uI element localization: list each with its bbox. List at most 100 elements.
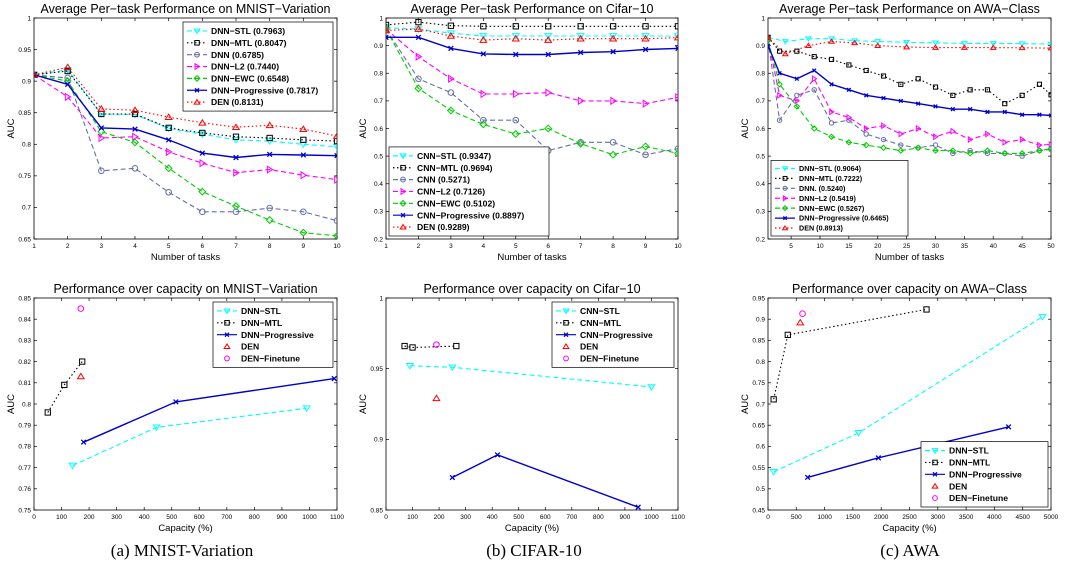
legend-marker xyxy=(563,332,569,338)
legend-marker xyxy=(399,223,407,230)
x-tick-label: 3500 xyxy=(959,514,974,521)
series-3-point xyxy=(165,188,172,196)
x-tick-label: 0 xyxy=(32,514,36,521)
legend-box xyxy=(182,21,334,112)
series-6-point xyxy=(64,81,71,88)
series-3-point xyxy=(642,151,649,159)
series-3-point xyxy=(333,217,337,224)
series-5-point xyxy=(77,305,85,312)
legend-label: DNN−Progressive xyxy=(949,469,1022,479)
series-7-point xyxy=(1047,44,1051,51)
legend-marker xyxy=(194,51,200,58)
series-2-point xyxy=(1002,101,1008,107)
legend-label: DEN−Finetune xyxy=(580,354,639,364)
series-2-point xyxy=(932,84,939,90)
y-axis-label: AUC xyxy=(6,394,17,414)
series-3-point xyxy=(447,89,455,96)
series-4-point xyxy=(898,130,905,138)
series-3-point xyxy=(415,75,422,83)
series-1-point xyxy=(804,36,812,43)
x-tick-label: 20 xyxy=(874,243,882,250)
series-4-point xyxy=(829,108,835,116)
legend-label: DEN xyxy=(949,481,967,491)
y-axis-label: AUC xyxy=(740,394,751,414)
series-7-point xyxy=(299,125,308,132)
series-2-point xyxy=(846,62,852,68)
legend-marker xyxy=(562,308,570,315)
x-tick-label: 40 xyxy=(990,243,998,250)
series-7-point xyxy=(414,25,423,32)
series-5-point xyxy=(828,133,835,141)
series-4-point xyxy=(545,88,553,97)
series-2-point xyxy=(784,331,791,339)
series-1-point xyxy=(1038,313,1047,321)
series-6-point xyxy=(233,154,239,161)
series-4-point xyxy=(1037,141,1043,149)
series-6-point xyxy=(334,152,337,159)
series-4-point xyxy=(98,133,106,143)
x-tick-label: 100 xyxy=(56,514,67,521)
series-1-point xyxy=(828,36,836,43)
series-1-point xyxy=(332,144,337,151)
y-axis-label: AUC xyxy=(358,118,369,138)
series-3-point xyxy=(880,136,887,143)
series-7-point xyxy=(479,36,488,43)
series-5-point xyxy=(949,147,957,154)
series-6-point xyxy=(34,72,37,78)
x-axis-label: Number of tasks xyxy=(497,252,566,263)
series-3-line xyxy=(34,74,337,222)
series-7-point xyxy=(63,63,72,71)
legend-marker xyxy=(400,212,406,218)
legend-label: DNN−MTL (0.7222) xyxy=(799,174,863,183)
series-6-point xyxy=(881,95,886,101)
y-tick-label: 0.9 xyxy=(756,43,765,50)
series-4-point xyxy=(448,74,455,83)
chart-title: Performance over capacity on AWA−Class xyxy=(792,282,1027,296)
y-axis-label: AUC xyxy=(6,118,17,138)
x-tick-label: 4000 xyxy=(987,514,1002,521)
legend: DNN−STL DNN−MTL DNN−Progressive DEN DEN−Fine… xyxy=(212,301,334,368)
series-1-point xyxy=(405,363,415,370)
series-1-line xyxy=(768,36,1051,45)
series-2-point xyxy=(967,87,973,93)
series-1-point xyxy=(769,469,778,476)
y-tick-label: 0.65 xyxy=(18,236,31,243)
series-5-point xyxy=(609,150,618,159)
series-7-point xyxy=(386,26,391,34)
series-3-point xyxy=(984,150,991,157)
series-5-point xyxy=(433,341,440,348)
legend-label: CNN−Progressive (0.8897) xyxy=(417,210,524,220)
y-tick-label: 0.8 xyxy=(374,71,383,78)
series-5-point xyxy=(880,144,887,152)
series-7-point xyxy=(851,39,859,46)
y-tick-label: 0.7 xyxy=(374,98,383,105)
series-7-point xyxy=(164,113,173,120)
y-tick-label: 0.65 xyxy=(752,423,765,430)
y-tick-label: 0.75 xyxy=(18,507,31,514)
series-6-point xyxy=(950,106,956,112)
series-3-point xyxy=(449,474,456,481)
series-1-point xyxy=(854,430,863,437)
series-5-point xyxy=(799,310,806,317)
series-6-point xyxy=(846,87,852,93)
series-3-point xyxy=(967,147,973,154)
series-4-point xyxy=(950,127,957,135)
x-tick-label: 10 xyxy=(816,243,824,250)
series-1-point xyxy=(446,30,456,38)
series-7-point xyxy=(446,32,456,39)
legend-label: DNN−EWC (0.6548) xyxy=(211,74,289,84)
series-1-point xyxy=(903,39,911,46)
series-5-point xyxy=(164,164,173,173)
legend-label: DNN−MTL xyxy=(241,318,282,328)
series-1-point xyxy=(511,33,520,40)
series-4-point xyxy=(1019,136,1026,144)
series-4-point xyxy=(64,92,72,102)
series-6-point xyxy=(98,125,105,131)
series-4-point xyxy=(165,147,173,157)
series-4-point xyxy=(915,124,922,133)
series-7-point xyxy=(231,123,241,131)
x-tick-label: 900 xyxy=(619,514,630,521)
series-7-point xyxy=(34,70,39,78)
series-3-point xyxy=(80,439,87,445)
caption-a: (a) MNIST-Variation xyxy=(110,541,254,560)
